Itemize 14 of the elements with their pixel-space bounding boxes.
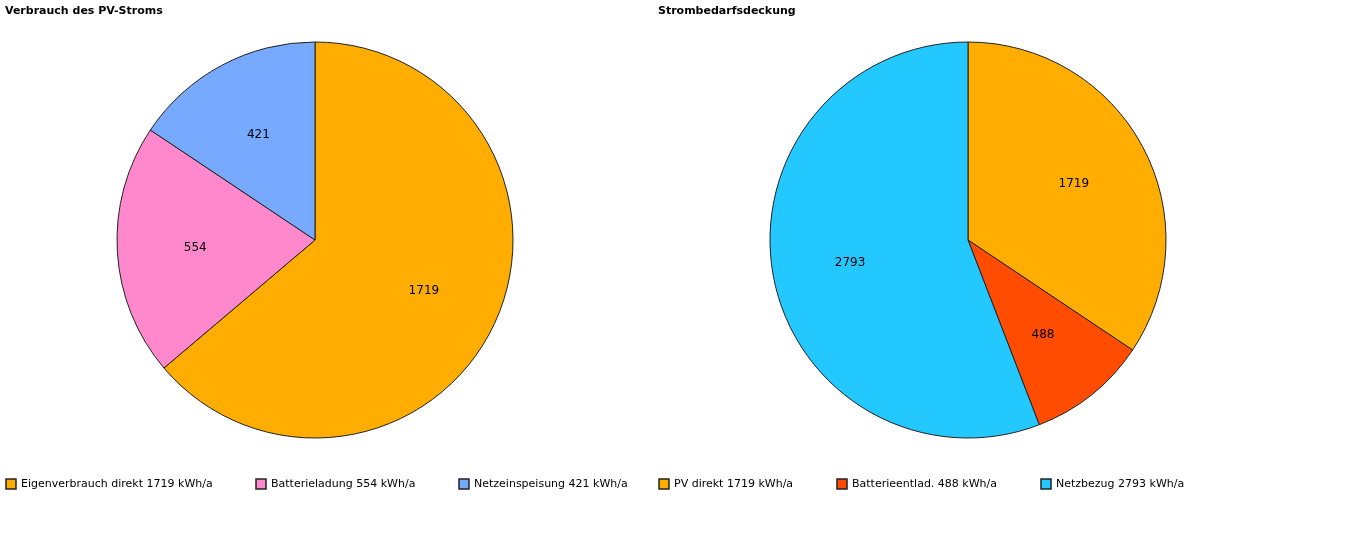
data-label: 488 xyxy=(1031,326,1055,341)
legend-label: Netzeinspeisung 421 kWh/a xyxy=(474,477,628,490)
legend-label: Batterieladung 554 kWh/a xyxy=(271,477,416,490)
legend-label: PV direkt 1719 kWh/a xyxy=(674,477,794,490)
chart-title: Verbrauch des PV-Stroms xyxy=(5,4,164,17)
chart-title: Strombedarfsdeckung xyxy=(658,4,796,17)
data-label: 421 xyxy=(246,127,270,142)
data-label: 1719 xyxy=(408,283,440,298)
legend-label: Netzbezug 2793 kWh/a xyxy=(1056,477,1185,490)
legend-label: Eigenverbrauch direkt 1719 kWh/a xyxy=(21,477,213,490)
data-label: 554 xyxy=(183,239,207,254)
data-label: 1719 xyxy=(1058,176,1090,191)
legend-label: Batterieentlad. 488 kWh/a xyxy=(852,477,998,490)
data-label: 2793 xyxy=(834,254,866,269)
